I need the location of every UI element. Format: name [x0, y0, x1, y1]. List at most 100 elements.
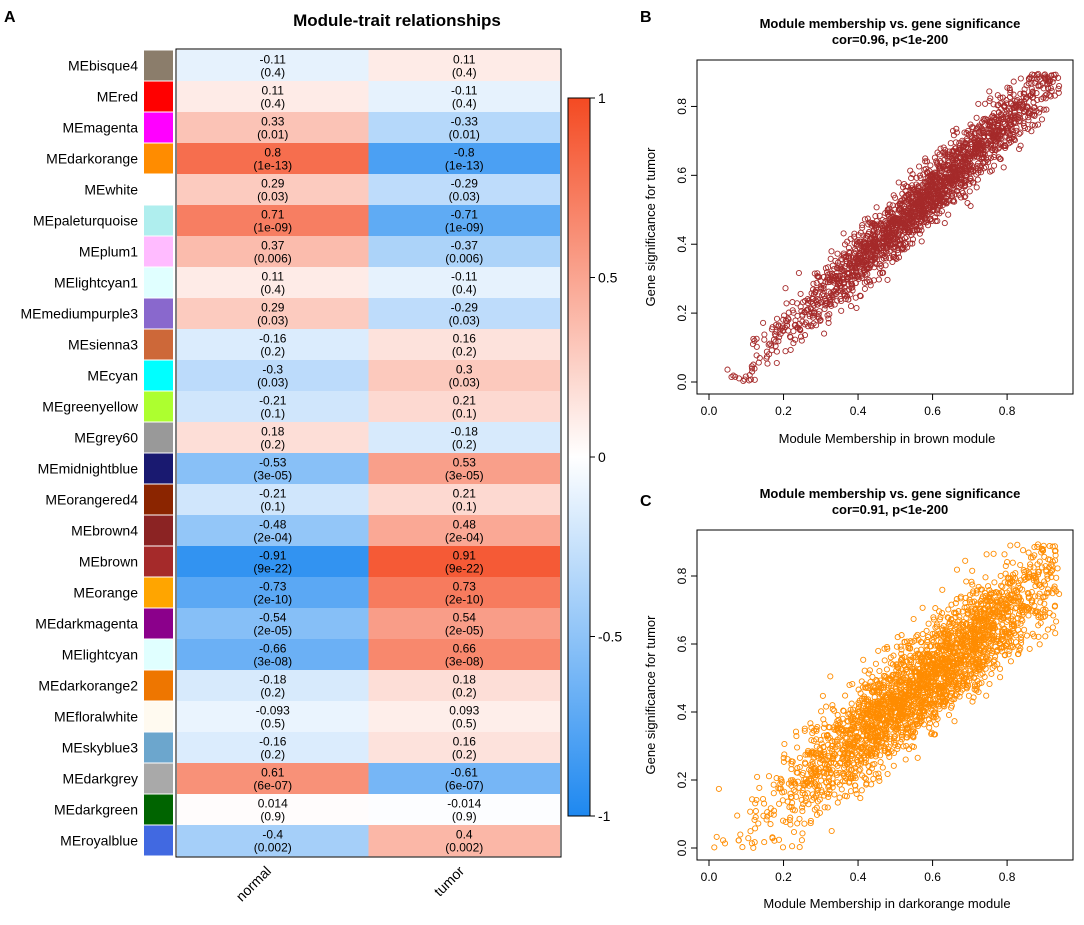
scatter-point [1023, 604, 1031, 611]
scatter-point [868, 765, 875, 772]
scatter-point [761, 336, 768, 343]
scatter-point [895, 672, 902, 679]
scatter-point [750, 844, 757, 851]
cell-pvalue: (0.9) [452, 810, 477, 824]
scatter-point [853, 264, 860, 271]
scatter-point [845, 771, 852, 778]
scatter-point [1037, 105, 1044, 112]
module-color-swatch [144, 267, 173, 298]
module-color-swatch [144, 360, 173, 391]
heatmap-row: MEmidnightblue -0.53(3e-05)0.53(3e-05) [38, 453, 560, 485]
heatmap-cell-tumor [368, 763, 560, 795]
cell-correlation: 0.71 [261, 208, 285, 222]
scatter-point [862, 253, 870, 260]
scatter-point [1000, 127, 1007, 134]
scatter-point [905, 746, 913, 753]
scatter-point [905, 642, 912, 649]
module-color-swatch [144, 732, 173, 763]
cell-pvalue: (0.002) [445, 841, 483, 855]
scatter-point [884, 770, 891, 778]
cell-correlation: -0.014 [447, 797, 481, 811]
scatter-point [859, 222, 866, 229]
scatter-point [918, 227, 925, 234]
heatmap-cell-normal [177, 81, 369, 113]
scatter-point [792, 321, 799, 328]
scatter-point [1005, 613, 1012, 620]
scatter-point [876, 721, 883, 728]
scatter-point [964, 643, 971, 650]
scatter-point [817, 737, 824, 744]
scatter-point [1016, 647, 1023, 654]
module-label: MEgreenyellow [42, 399, 139, 415]
scatter-point [922, 158, 929, 165]
scatter-point [721, 840, 729, 847]
scatter-point [808, 323, 815, 330]
cell-correlation: -0.11 [260, 53, 287, 67]
scatter-point [1036, 641, 1043, 648]
scatter-point [1007, 580, 1014, 587]
scatter-point [1002, 570, 1009, 577]
scatter-point [991, 113, 998, 121]
scatter-point [974, 616, 981, 623]
scatter-point [888, 228, 895, 235]
scatter-point [1025, 117, 1032, 124]
scatter-point [988, 114, 995, 121]
scatter-point [1029, 630, 1036, 637]
scatter-point [952, 655, 959, 662]
scatter-point [823, 761, 831, 769]
scatter-point [853, 268, 860, 275]
scatter-point [753, 796, 760, 804]
scatter-point [998, 582, 1005, 589]
scatter-point [1028, 588, 1035, 596]
panel-a-letter: A [4, 9, 16, 26]
heatmap-cell-normal [177, 298, 369, 330]
scatter-point [1035, 633, 1042, 640]
scatter-point [759, 795, 767, 803]
scatter-point [949, 659, 956, 666]
scatter-point [877, 752, 884, 759]
scatter-point [1045, 556, 1052, 563]
module-label: MEskyblue3 [62, 740, 138, 756]
scatter-point [949, 127, 957, 134]
scatter-point [805, 747, 812, 754]
scatter-point [932, 605, 939, 612]
scatter-point [782, 348, 789, 355]
cell-pvalue: (2e-05) [445, 624, 484, 638]
scatter-point [886, 753, 893, 760]
scatter-point [847, 303, 855, 310]
scatter-point [998, 112, 1005, 119]
scatter-point [815, 297, 822, 304]
scatter-point [1017, 142, 1024, 149]
scatter-point [872, 716, 879, 723]
scatter-point [968, 124, 975, 131]
scatter-point [982, 159, 989, 166]
scatter-point [973, 114, 980, 121]
scatter-point [953, 187, 961, 194]
heatmap-cell-tumor [368, 546, 560, 578]
scatter-point [845, 296, 852, 303]
scatter-point [861, 774, 868, 781]
scatter-point [825, 793, 832, 801]
scatter-point [893, 688, 900, 695]
module-label: MElightcyan1 [54, 275, 138, 291]
scatter-point [921, 668, 928, 675]
scatter-point [753, 352, 760, 359]
scatter-point [1017, 597, 1024, 604]
module-label: MEmediumpurple3 [21, 306, 139, 322]
scatter-point [776, 800, 783, 807]
module-label: MEbisque4 [68, 58, 138, 74]
scatter-point [1017, 129, 1024, 136]
scatter-point [816, 308, 823, 315]
scatter-point [994, 599, 1001, 606]
scatter-point [970, 624, 977, 631]
scatter-point [932, 682, 939, 689]
scatter-point [967, 169, 974, 176]
scatter-point [907, 215, 914, 222]
scatter-point [897, 722, 905, 729]
scatter-point [773, 775, 780, 782]
scatter-point [797, 333, 805, 340]
scatter-point [898, 733, 906, 740]
scatter-point [943, 671, 950, 679]
scatter-point [787, 334, 794, 341]
scatter-point [945, 180, 952, 187]
